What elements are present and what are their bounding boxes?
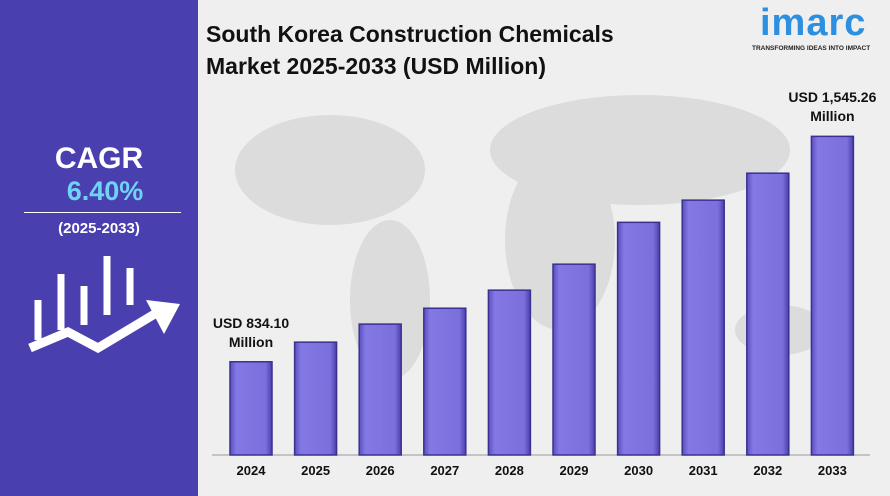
bar xyxy=(681,199,725,456)
x-tick-label: 2031 xyxy=(688,463,718,478)
x-tick-label: 2026 xyxy=(365,463,395,478)
bar xyxy=(746,172,790,456)
cagr-label: CAGR xyxy=(54,142,144,175)
logo-tagline: TRANSFORMING IDEAS INTO IMPACT xyxy=(752,45,871,52)
growth-icon xyxy=(28,256,180,354)
value-label: USD 1,545.26 Million xyxy=(788,89,877,125)
sidebar: CAGR 6.40% (2025-2033) xyxy=(0,0,198,496)
x-tick-label: 2029 xyxy=(559,463,589,478)
x-tick-label: 2030 xyxy=(624,463,654,478)
bar xyxy=(293,341,338,456)
x-tick-label: 2033 xyxy=(817,463,847,478)
bar xyxy=(552,263,596,456)
logo-name: imarc xyxy=(760,2,867,44)
cagr-period: (2025-2033) xyxy=(58,220,140,237)
bar xyxy=(229,361,273,456)
world-map xyxy=(235,95,825,380)
chart-title: South Korea Construction Chemicals Marke… xyxy=(206,21,614,79)
value-label: USD 834.10 Million xyxy=(212,314,290,350)
bar xyxy=(487,289,532,456)
divider xyxy=(24,212,181,213)
bar xyxy=(616,221,661,456)
x-tick-label: 2027 xyxy=(430,463,460,478)
x-tick-label: 2028 xyxy=(494,463,524,478)
x-tick-label: 2024 xyxy=(236,463,266,478)
cagr-value: 6.40% xyxy=(66,176,144,206)
x-tick-label: 2025 xyxy=(301,463,331,478)
bar xyxy=(423,307,467,456)
x-tick-label: 2032 xyxy=(753,463,783,478)
bar xyxy=(358,323,402,456)
bar xyxy=(810,135,855,456)
